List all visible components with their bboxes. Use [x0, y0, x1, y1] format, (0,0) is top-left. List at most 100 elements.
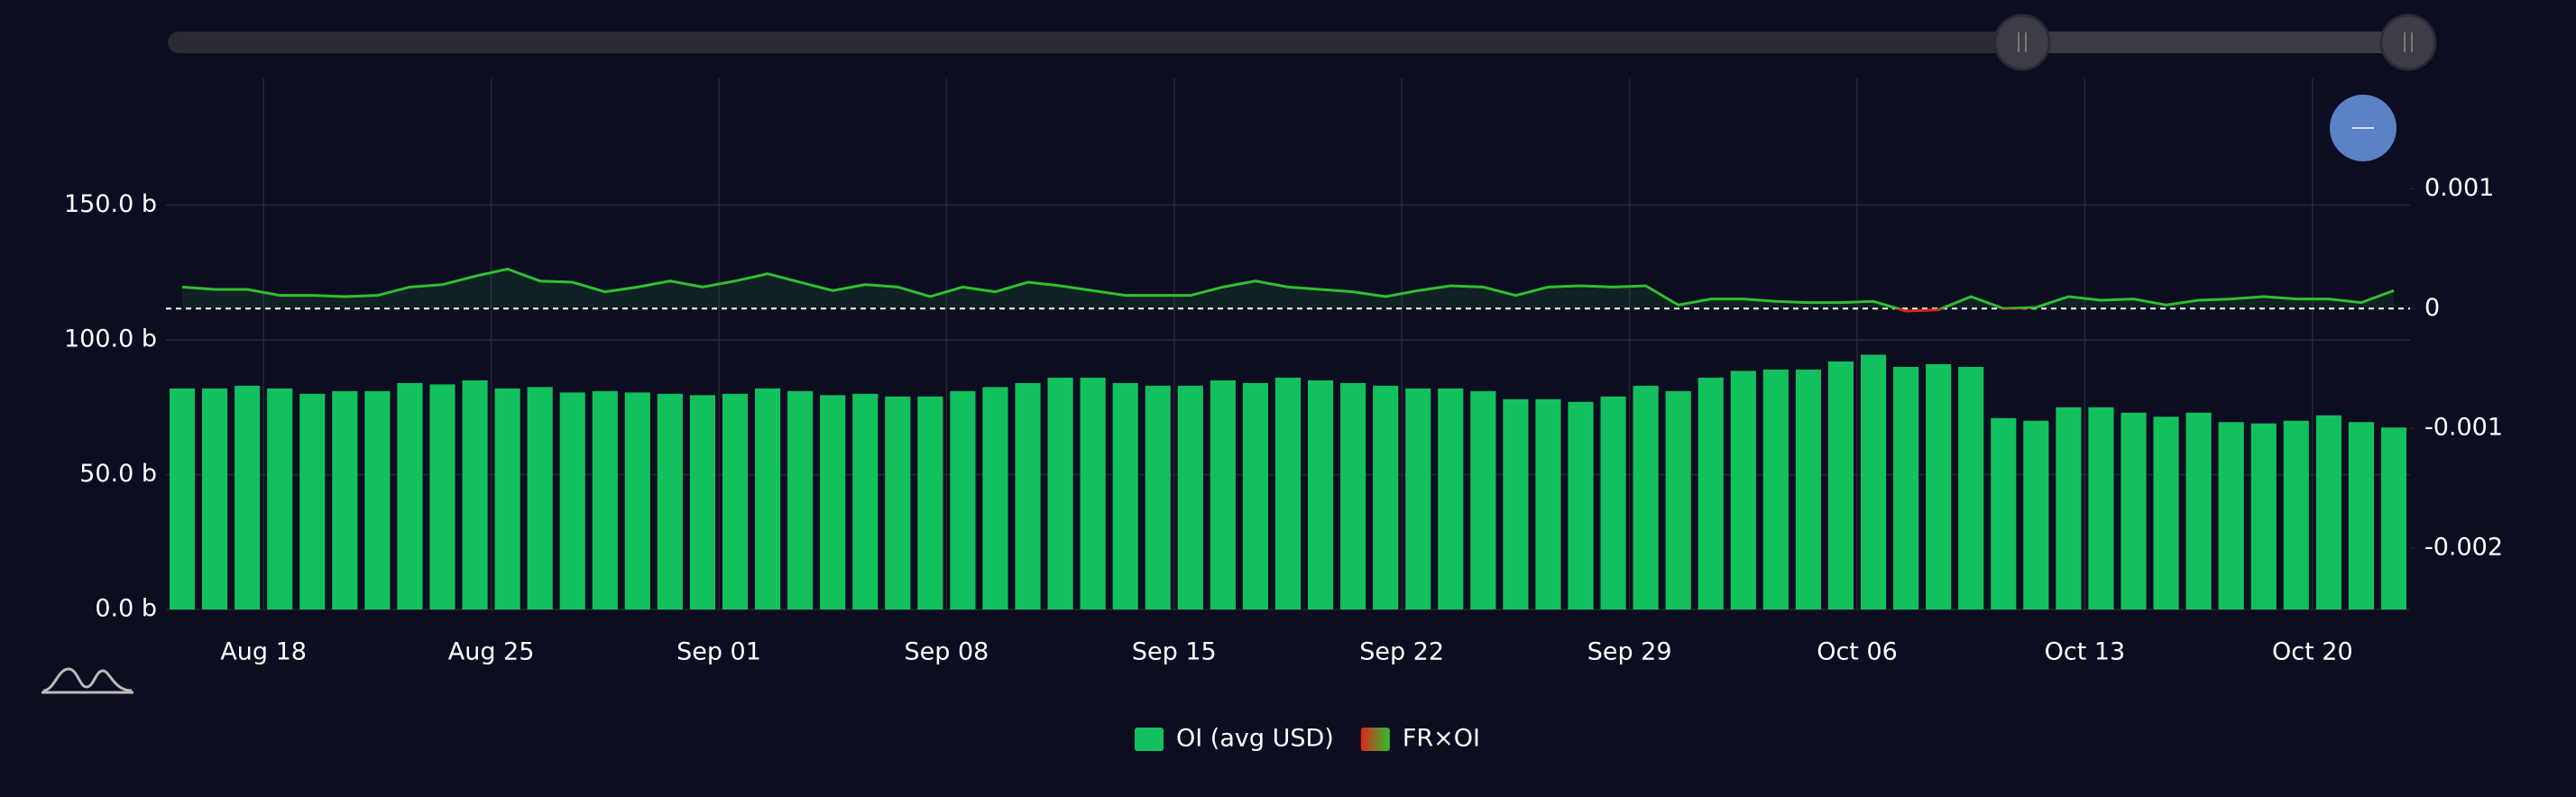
legend-swatch	[1135, 728, 1164, 751]
logo	[42, 667, 133, 692]
legend-swatch	[1360, 728, 1390, 751]
bar	[2348, 422, 2374, 609]
bar	[2121, 412, 2147, 609]
bar	[1568, 401, 1594, 609]
bar	[1242, 382, 1269, 609]
bar	[1503, 398, 1529, 609]
bar	[1762, 369, 1789, 609]
bar	[2056, 407, 2082, 609]
bar	[689, 395, 716, 609]
bar	[169, 388, 196, 609]
bar	[429, 384, 455, 609]
legend-label: FR×OI	[1403, 725, 1480, 753]
bar	[950, 390, 976, 609]
bar	[1926, 363, 1952, 609]
line	[181, 267, 2395, 313]
x-tick-label: Oct 13	[2045, 638, 2126, 666]
bar	[267, 388, 293, 609]
bar	[2185, 412, 2212, 609]
bar	[1470, 390, 1496, 609]
bar	[1991, 417, 2017, 609]
handle-grips	[2018, 32, 2413, 52]
bar	[592, 390, 618, 609]
x-tick-label: Sep 29	[1587, 638, 1672, 666]
y-tick-label: 0.0 b	[95, 595, 157, 623]
bar	[657, 393, 683, 609]
bar	[397, 382, 423, 609]
bar	[559, 392, 585, 609]
line-area	[182, 269, 2394, 311]
bar	[1307, 380, 1334, 609]
bar	[820, 395, 846, 609]
bar	[1893, 366, 1919, 609]
bar	[1958, 366, 1984, 609]
y-tick-label: 50.0 b	[79, 460, 157, 488]
bar	[1730, 371, 1756, 609]
bar	[885, 396, 911, 609]
bar	[852, 393, 879, 609]
bar	[2023, 420, 2049, 609]
bar	[2283, 420, 2309, 609]
bar	[1697, 377, 1724, 609]
bar	[2153, 417, 2179, 609]
bar	[2218, 422, 2244, 609]
bar	[2088, 407, 2114, 609]
x-tick-label: Sep 15	[1132, 638, 1217, 666]
y2-tick-label: -0.002	[2424, 534, 2503, 562]
bar	[1015, 382, 1041, 609]
bar	[624, 392, 650, 609]
range-slider-selection[interactable]	[2022, 32, 2408, 53]
bar	[1177, 385, 1203, 609]
bar	[1860, 354, 1887, 609]
bar	[1827, 361, 1854, 609]
bar	[1210, 380, 1236, 609]
x-tick-label: Sep 22	[1359, 638, 1444, 666]
bar	[1600, 396, 1626, 609]
bar	[235, 385, 261, 609]
x-tick-label: Sep 01	[676, 638, 761, 666]
bar	[917, 396, 943, 609]
x-tick-label: Sep 08	[904, 638, 989, 666]
bar	[2380, 427, 2407, 609]
y2-tick-label: -0.001	[2424, 414, 2503, 442]
x-tick-label: Aug 18	[220, 638, 307, 666]
y-tick-label: 150.0 b	[64, 190, 157, 218]
bar	[332, 390, 358, 609]
bar	[527, 387, 553, 609]
bar	[722, 393, 749, 609]
bar	[1795, 369, 1821, 609]
y2-tick-label: 0	[2424, 294, 2440, 322]
range-handle-right[interactable]	[2379, 14, 2437, 71]
legend-label: OI (avg USD)	[1176, 725, 1334, 753]
range-slider-track[interactable]	[168, 32, 2432, 53]
bar	[1047, 377, 1073, 609]
bar	[1145, 385, 1171, 609]
y-tick-label: 100.0 b	[64, 325, 157, 353]
bar	[1633, 385, 1659, 609]
bar	[787, 390, 814, 609]
bar	[755, 388, 781, 609]
bar	[1340, 382, 1366, 609]
x-tick-label: Oct 20	[2272, 638, 2353, 666]
x-tick-label: Oct 06	[1817, 638, 1898, 666]
bar	[494, 388, 520, 609]
bar	[2315, 415, 2341, 609]
bar	[1535, 398, 1561, 609]
x-tick-label: Aug 25	[448, 638, 535, 666]
y2-tick-label: 0.001	[2424, 174, 2494, 202]
bar	[364, 390, 391, 609]
bar	[1665, 390, 1691, 609]
bar	[1080, 377, 1106, 609]
bar	[1405, 388, 1431, 609]
bar	[1274, 377, 1302, 609]
bar	[299, 393, 326, 609]
bar	[462, 380, 488, 609]
bar	[1373, 385, 1399, 609]
range-handle-left[interactable]	[1993, 14, 2051, 71]
bar	[1438, 388, 1464, 609]
bar	[982, 387, 1008, 609]
bar	[2250, 423, 2277, 609]
bar	[202, 388, 228, 609]
bar	[1112, 382, 1138, 609]
